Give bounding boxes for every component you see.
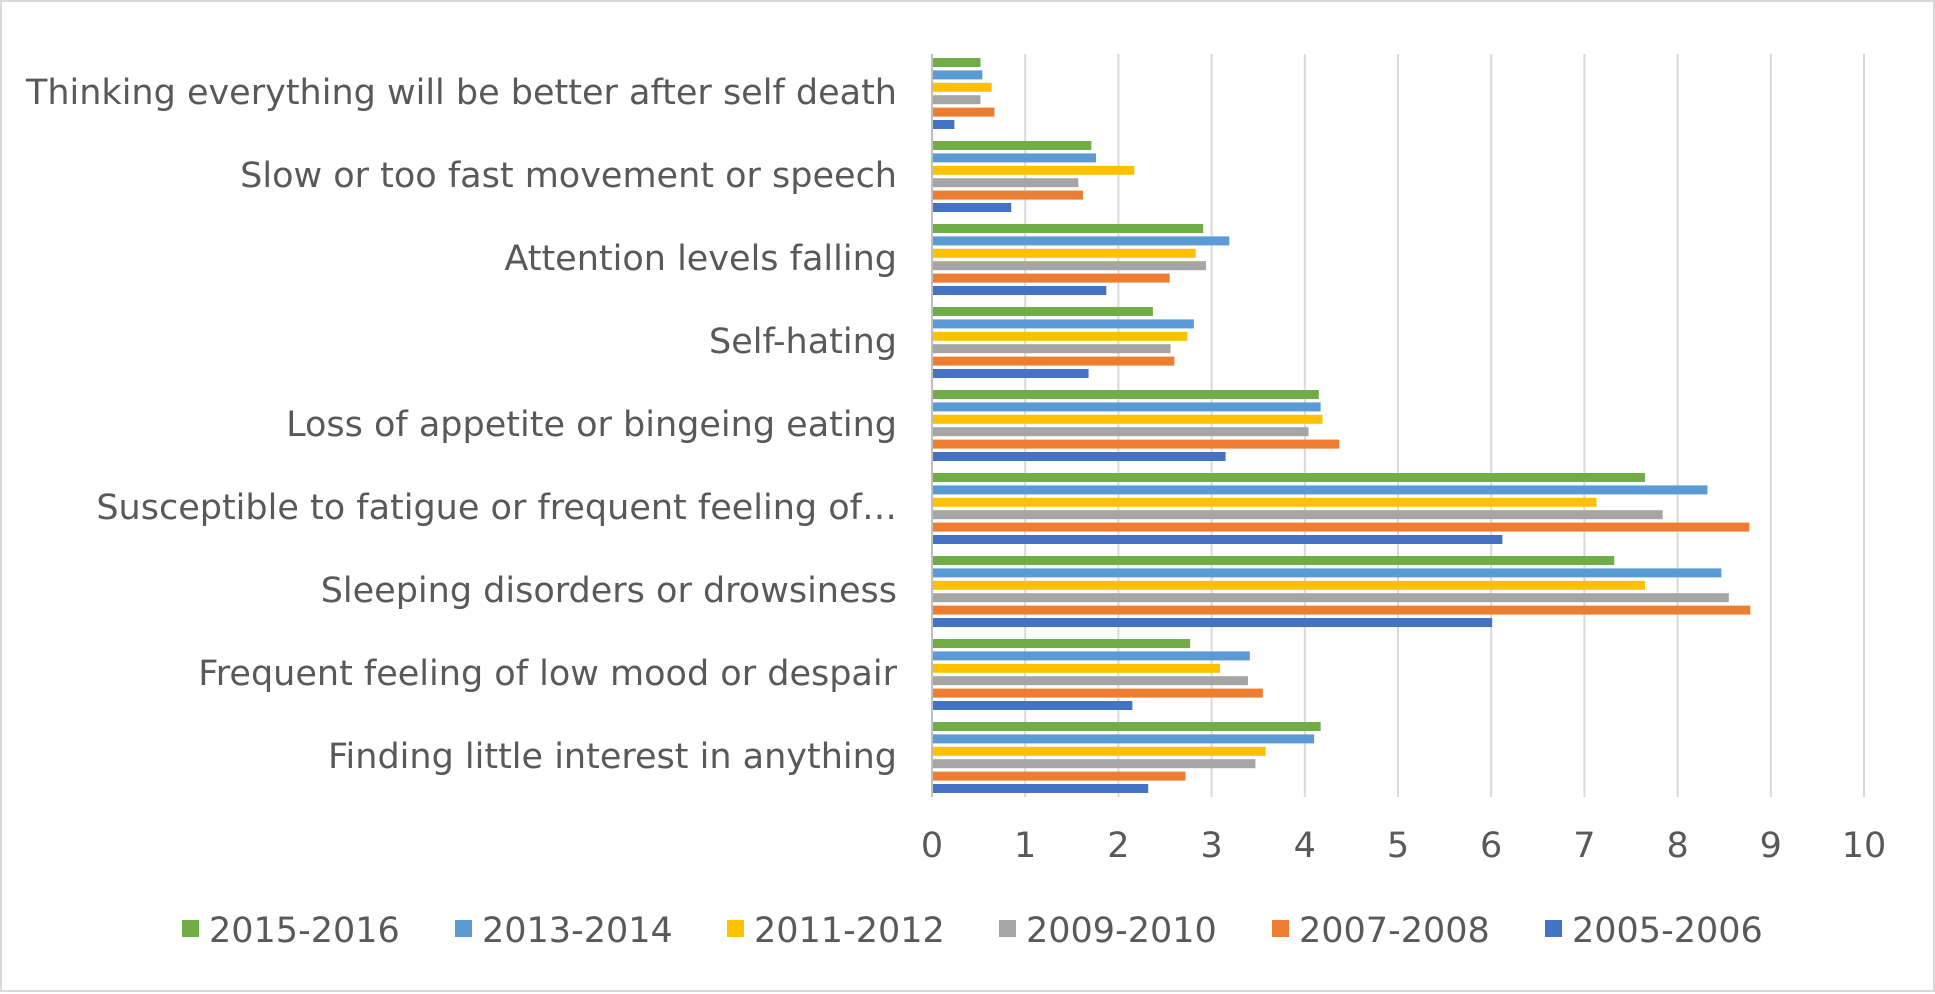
bar-2015-2016-5 xyxy=(932,390,1319,399)
category-label: Slow or too fast movement or speech xyxy=(240,156,897,196)
legend-label-2013-2014: 2013-2014 xyxy=(482,911,673,951)
bar-2007-2008-5 xyxy=(932,439,1340,449)
legend-label-2011-2012: 2011-2012 xyxy=(754,911,945,951)
bar-2007-2008-9 xyxy=(932,771,1186,781)
bar-2015-2016-7 xyxy=(932,556,1615,565)
bar-2007-2008-1 xyxy=(932,107,995,117)
category-labels: Thinking everything will be better after… xyxy=(25,73,898,777)
x-tick-label: 8 xyxy=(1666,826,1688,866)
bar-2005-2006-5 xyxy=(932,452,1226,461)
bar-2005-2006-2 xyxy=(932,203,1012,212)
bar-2005-2006-8 xyxy=(932,701,1133,710)
legend: 2015-2016 2013-2014 2011-2012 2009-2010 2007… xyxy=(182,911,1763,951)
x-tick-label: 5 xyxy=(1387,826,1409,866)
legend-swatch-2015-2016 xyxy=(182,920,199,937)
bar-2009-2010-8 xyxy=(932,676,1248,686)
bar-2013-2014-2 xyxy=(932,153,1097,163)
bar-2013-2014-1 xyxy=(932,70,983,80)
bar-2013-2014-9 xyxy=(932,734,1315,744)
legend-label-2015-2016: 2015-2016 xyxy=(209,911,400,951)
bar-2009-2010-7 xyxy=(932,593,1729,603)
legend-label-2009-2010: 2009-2010 xyxy=(1026,911,1217,951)
bar-2011-2012-6 xyxy=(932,497,1597,507)
bar-2005-2006-1 xyxy=(932,120,955,129)
bar-2015-2016-9 xyxy=(932,722,1321,731)
bar-2011-2012-1 xyxy=(932,82,992,92)
bar-2011-2012-8 xyxy=(932,663,1220,673)
category-label: Attention levels falling xyxy=(504,239,897,279)
x-tick-label: 6 xyxy=(1480,826,1502,866)
bar-2011-2012-7 xyxy=(932,580,1645,590)
bar-2005-2006-6 xyxy=(932,535,1503,544)
bar-2009-2010-4 xyxy=(932,344,1171,354)
legend-swatch-2007-2008 xyxy=(1272,920,1289,937)
legend-label-2007-2008: 2007-2008 xyxy=(1299,911,1490,951)
bar-2013-2014-3 xyxy=(932,236,1230,246)
bar-2013-2014-4 xyxy=(932,319,1194,329)
bar-2015-2016-4 xyxy=(932,307,1153,316)
category-label: Thinking everything will be better after… xyxy=(25,73,897,113)
bar-2009-2010-3 xyxy=(932,261,1207,271)
legend-swatch-2009-2010 xyxy=(999,920,1016,937)
bar-2009-2010-1 xyxy=(932,95,981,105)
bar-2011-2012-3 xyxy=(932,248,1196,258)
bar-2011-2012-9 xyxy=(932,746,1266,756)
bar-2009-2010-5 xyxy=(932,427,1309,437)
bar-2007-2008-3 xyxy=(932,273,1170,283)
category-label: Self-hating xyxy=(709,322,897,362)
bar-2009-2010-2 xyxy=(932,178,1079,188)
bar-2015-2016-1 xyxy=(932,58,981,67)
category-label: Loss of appetite or bingeing eating xyxy=(286,405,897,445)
bar-2011-2012-2 xyxy=(932,165,1135,175)
bar-2013-2014-7 xyxy=(932,568,1722,578)
bar-2013-2014-8 xyxy=(932,651,1250,661)
bar-2015-2016-6 xyxy=(932,473,1645,482)
bar-2009-2010-6 xyxy=(932,510,1663,520)
x-tick-label: 4 xyxy=(1294,826,1316,866)
bar-2005-2006-4 xyxy=(932,369,1089,378)
bar-2015-2016-2 xyxy=(932,141,1092,150)
bar-2015-2016-3 xyxy=(932,224,1204,233)
bar-2007-2008-6 xyxy=(932,522,1750,532)
bar-2005-2006-9 xyxy=(932,784,1149,793)
bar-2011-2012-5 xyxy=(932,414,1323,424)
x-tick-label: 2 xyxy=(1107,826,1129,866)
bar-2009-2010-9 xyxy=(932,759,1256,769)
bar-2007-2008-7 xyxy=(932,605,1751,615)
x-tick-label: 1 xyxy=(1014,826,1036,866)
bar-2005-2006-3 xyxy=(932,286,1107,295)
legend-swatch-2011-2012 xyxy=(727,920,744,937)
category-label: Susceptible to fatigue or frequent feeli… xyxy=(96,488,897,528)
bar-2007-2008-4 xyxy=(932,356,1175,366)
bars xyxy=(932,58,1751,793)
x-tick-label: 0 xyxy=(921,826,943,866)
bar-2007-2008-8 xyxy=(932,688,1263,698)
category-label: Finding little interest in anything xyxy=(328,737,897,777)
bar-2011-2012-4 xyxy=(932,331,1188,341)
x-tick-label: 3 xyxy=(1200,826,1222,866)
x-tick-label: 7 xyxy=(1573,826,1595,866)
legend-swatch-2013-2014 xyxy=(455,920,472,937)
bar-2005-2006-7 xyxy=(932,618,1493,627)
legend-swatch-2005-2006 xyxy=(1545,920,1562,937)
x-tick-label: 9 xyxy=(1760,826,1782,866)
gridlines xyxy=(1024,54,1865,797)
category-label: Frequent feeling of low mood or despair xyxy=(198,654,897,694)
category-label: Sleeping disorders or drowsiness xyxy=(321,571,897,611)
bar-2013-2014-6 xyxy=(932,485,1708,495)
x-tick-label: 10 xyxy=(1842,826,1887,866)
legend-label-2005-2006: 2005-2006 xyxy=(1572,911,1763,951)
tick-labels: 0 1 2 3 4 5 6 7 8 9 10 xyxy=(921,826,1886,866)
bar-2013-2014-5 xyxy=(932,402,1321,412)
bar-2015-2016-8 xyxy=(932,639,1191,648)
bar-2007-2008-2 xyxy=(932,190,1083,200)
